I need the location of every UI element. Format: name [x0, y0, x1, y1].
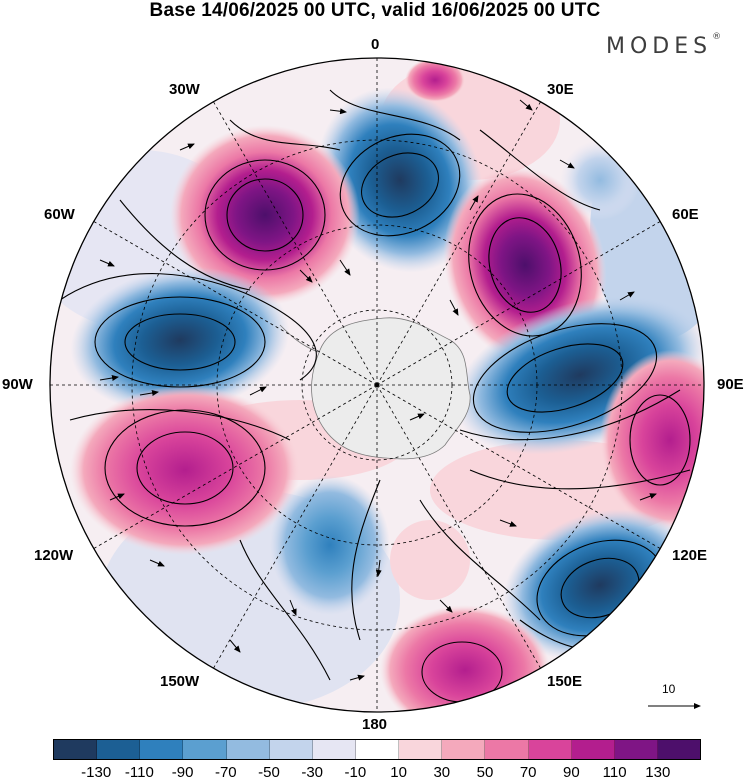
wind-arrow	[519, 99, 533, 111]
anomaly-weak-low	[560, 140, 640, 220]
wind-arrow	[299, 269, 313, 283]
lon-label-150w: 150W	[160, 673, 200, 690]
colorbar-segment	[312, 740, 356, 759]
colorbar-segment	[226, 740, 270, 759]
lon-label-90e: 90E	[717, 376, 744, 393]
colorbar-tick-label: 130	[645, 764, 671, 781]
wind-arrow	[375, 559, 382, 577]
wind-arrow	[289, 599, 297, 616]
wind-arrow	[99, 375, 119, 381]
lon-label-30w: 30W	[169, 81, 200, 98]
colorbar-tick-label: 10	[390, 764, 407, 781]
colorbar-segment	[485, 740, 529, 759]
colorbar-segment	[355, 740, 400, 759]
lon-label-90w: 90W	[2, 376, 33, 393]
colorbar-segment	[183, 740, 227, 759]
wind-arrow	[559, 159, 575, 169]
wind-arrow	[349, 674, 365, 681]
anomaly-high-southwest-pacific	[380, 605, 550, 712]
wind-arrow	[229, 639, 241, 653]
colorbar-tick-label: -30	[301, 764, 324, 781]
colorbar-segment	[97, 740, 141, 759]
brand-logo: MODES®	[606, 31, 722, 59]
wind-arrow	[249, 386, 267, 396]
antarctica-landmass	[311, 317, 471, 460]
lon-label-150e: 150E	[547, 673, 583, 690]
lon-label-60w: 60W	[44, 206, 75, 223]
antarctic-peninsula-coast	[279, 324, 319, 353]
map-field	[50, 58, 704, 712]
colorbar-segment	[657, 740, 701, 759]
wind-arrow	[469, 195, 479, 211]
wind-arrow	[439, 599, 453, 613]
brand-registered-mark: ®	[712, 31, 722, 42]
vector-scale-label: 10	[662, 682, 676, 696]
map-title: Base 14/06/2025 00 UTC, valid 16/06/2025…	[149, 0, 601, 21]
wind-arrow	[149, 559, 165, 567]
wind-arrow	[339, 259, 351, 276]
wind-arrow	[99, 259, 115, 267]
anomaly-high-africa	[405, 58, 465, 102]
wind-arrow	[409, 413, 425, 421]
wind-arrow	[499, 519, 517, 527]
colorbar-segment	[140, 740, 184, 759]
streamlines	[59, 89, 691, 703]
wind-arrow	[139, 390, 159, 396]
anomaly-low-amundsen-sea	[270, 475, 390, 615]
colorbar-segment	[571, 740, 615, 759]
colorbar-ticks: -130 -110 -90 -70 -50 -30 -10 10 30 50 70 90 110 130	[0, 764, 750, 783]
colorbar-tick-label: -10	[344, 764, 367, 781]
lon-label-120w: 120W	[34, 547, 74, 564]
south-pole-marker	[374, 382, 380, 388]
colorbar-tick-label: 30	[433, 764, 451, 781]
wind-arrows	[99, 99, 657, 691]
colorbar-tick-label: 50	[476, 764, 494, 781]
colorbar-tick-label: -90	[171, 764, 194, 781]
anomaly-high-west-atlantic	[170, 125, 360, 305]
colorbar-segment	[614, 740, 658, 759]
anomaly-weak-positive	[390, 520, 470, 600]
lon-label-0: 0	[371, 36, 380, 53]
colorbar	[53, 739, 701, 760]
lon-label-180: 180	[362, 716, 388, 733]
wind-arrow	[619, 291, 635, 301]
wind-arrow	[639, 493, 657, 501]
colorbar-tick-label: -50	[258, 764, 280, 781]
wind-arrow	[449, 299, 459, 316]
colorbar-segment	[442, 740, 486, 759]
brand-name: MODES	[606, 34, 713, 59]
lon-label-60e: 60E	[672, 206, 699, 223]
colorbar-tick-label: 90	[563, 764, 580, 781]
anomaly-high-east-indian	[600, 350, 704, 530]
wind-arrow	[179, 143, 195, 151]
lon-label-30e: 30E	[547, 81, 574, 98]
colorbar-tick-label: -110	[124, 764, 154, 781]
colorbar-segment	[54, 740, 98, 759]
wind-arrow	[109, 493, 125, 501]
colorbar-tick-label: 70	[519, 764, 537, 781]
wind-arrow	[329, 108, 347, 115]
colorbar-segment	[399, 740, 443, 759]
colorbar-segment	[269, 740, 313, 759]
colorbar-tick-label: -130	[81, 764, 112, 781]
colorbar-tick-label: 110	[602, 764, 627, 781]
colorbar-segment	[528, 740, 572, 759]
map-boundary	[49, 57, 705, 713]
colorbar-tick-label: -70	[214, 764, 237, 781]
lon-label-120e: 120E	[672, 547, 708, 564]
